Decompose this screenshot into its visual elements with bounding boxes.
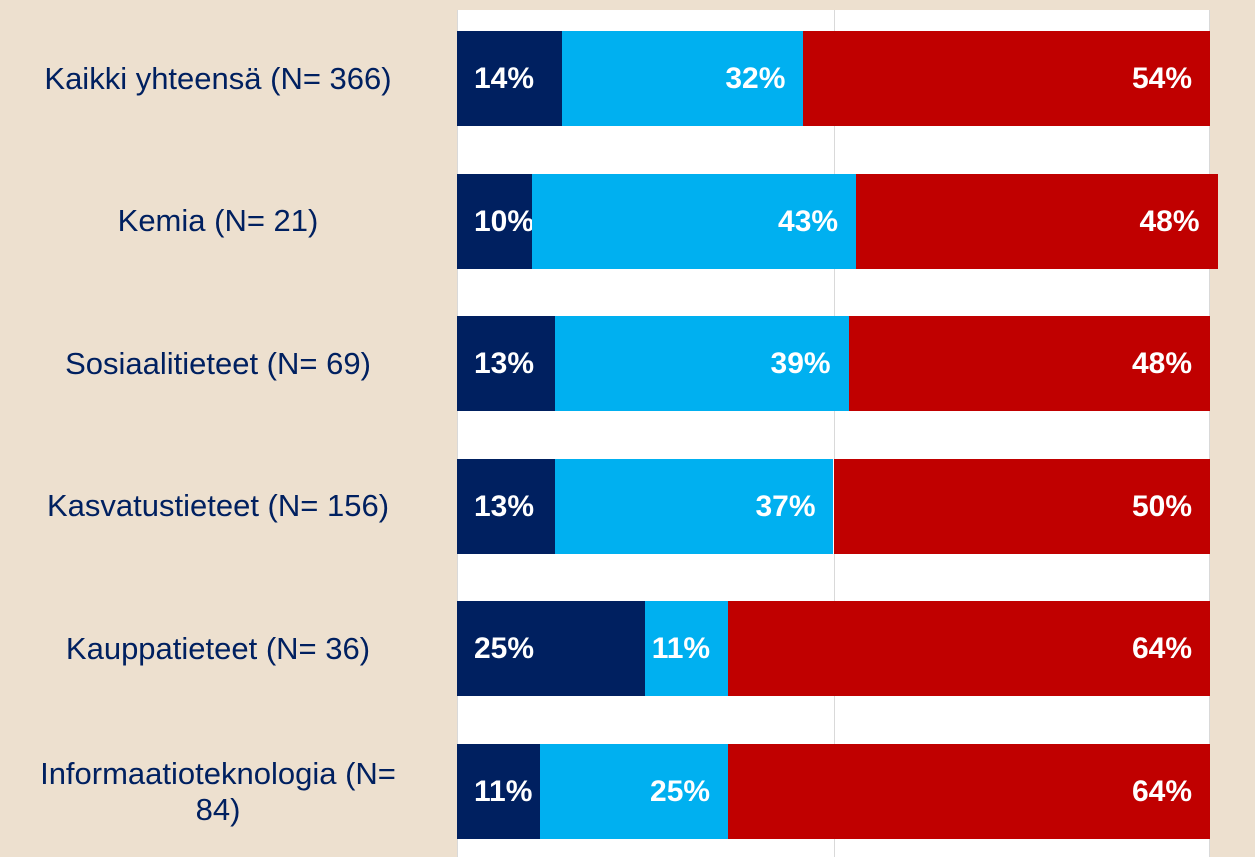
bar-segment <box>856 173 1218 269</box>
category-text: Sosiaalitieteet (N= 69) <box>65 345 371 381</box>
bar-segment <box>532 173 857 269</box>
bar-segment <box>539 744 729 839</box>
bar-segment <box>848 316 1210 412</box>
data-label: 64% <box>1131 632 1192 666</box>
category-text: Kemia (N= 21) <box>117 203 319 239</box>
category-text: Kaikki yhteensä (N= 366) <box>44 60 392 96</box>
bar-segment <box>562 31 804 126</box>
bar-segment <box>554 458 834 554</box>
data-label: 25% <box>474 632 535 666</box>
data-label: 11% <box>651 632 711 666</box>
data-label: 37% <box>755 489 816 523</box>
bar-segment <box>803 31 1210 126</box>
bar-segment <box>457 173 533 269</box>
data-label: 64% <box>1131 775 1192 808</box>
category-label: Kauppatieteet (N= 36) <box>0 601 418 696</box>
data-label: 39% <box>770 347 831 381</box>
category-label: Kaikki yhteensä (N= 366) <box>0 31 418 126</box>
category-text: Informaatioteknologia (N= 84) <box>40 755 396 827</box>
bar-segment <box>728 601 1210 697</box>
data-label: 54% <box>1131 62 1192 95</box>
bar-segment <box>457 744 540 839</box>
bar-segment <box>645 601 729 697</box>
data-label: 32% <box>725 62 786 95</box>
data-label: 48% <box>1139 204 1200 238</box>
grid-line <box>1209 10 1210 857</box>
grid-line <box>833 10 835 857</box>
bar-segment <box>457 601 646 697</box>
grid-line <box>457 10 458 857</box>
category-label: Kasvatustieteet (N= 156) <box>0 459 418 554</box>
data-label: 10% <box>474 204 535 238</box>
bar-segment <box>457 316 555 412</box>
bar-segment <box>457 31 563 126</box>
category-label: Kemia (N= 21) <box>0 174 418 269</box>
data-label: 48% <box>1131 347 1192 381</box>
data-label: 13% <box>474 347 535 381</box>
plot-area: 14% 32% 54% 10% 43% 48% 13% 39% 48% 13% 37% 50% 25% 1… <box>457 10 1218 857</box>
data-label: 43% <box>778 204 839 238</box>
data-label: 50% <box>1131 489 1192 523</box>
category-label: Informaatioteknologia (N= 84) <box>0 744 418 839</box>
category-text: Kasvatustieteet (N= 156) <box>46 488 390 524</box>
data-label: 14% <box>474 62 535 95</box>
category-label: Sosiaalitieteet (N= 69) <box>0 316 418 411</box>
data-label: 11% <box>474 775 533 808</box>
bar-segment <box>728 744 1210 839</box>
bar-segment <box>457 458 555 554</box>
bar-segment <box>554 316 849 412</box>
bar-segment <box>833 458 1210 554</box>
data-label: 25% <box>650 775 711 808</box>
category-text: Kauppatieteet (N= 36) <box>65 630 371 666</box>
data-label: 13% <box>474 489 535 523</box>
